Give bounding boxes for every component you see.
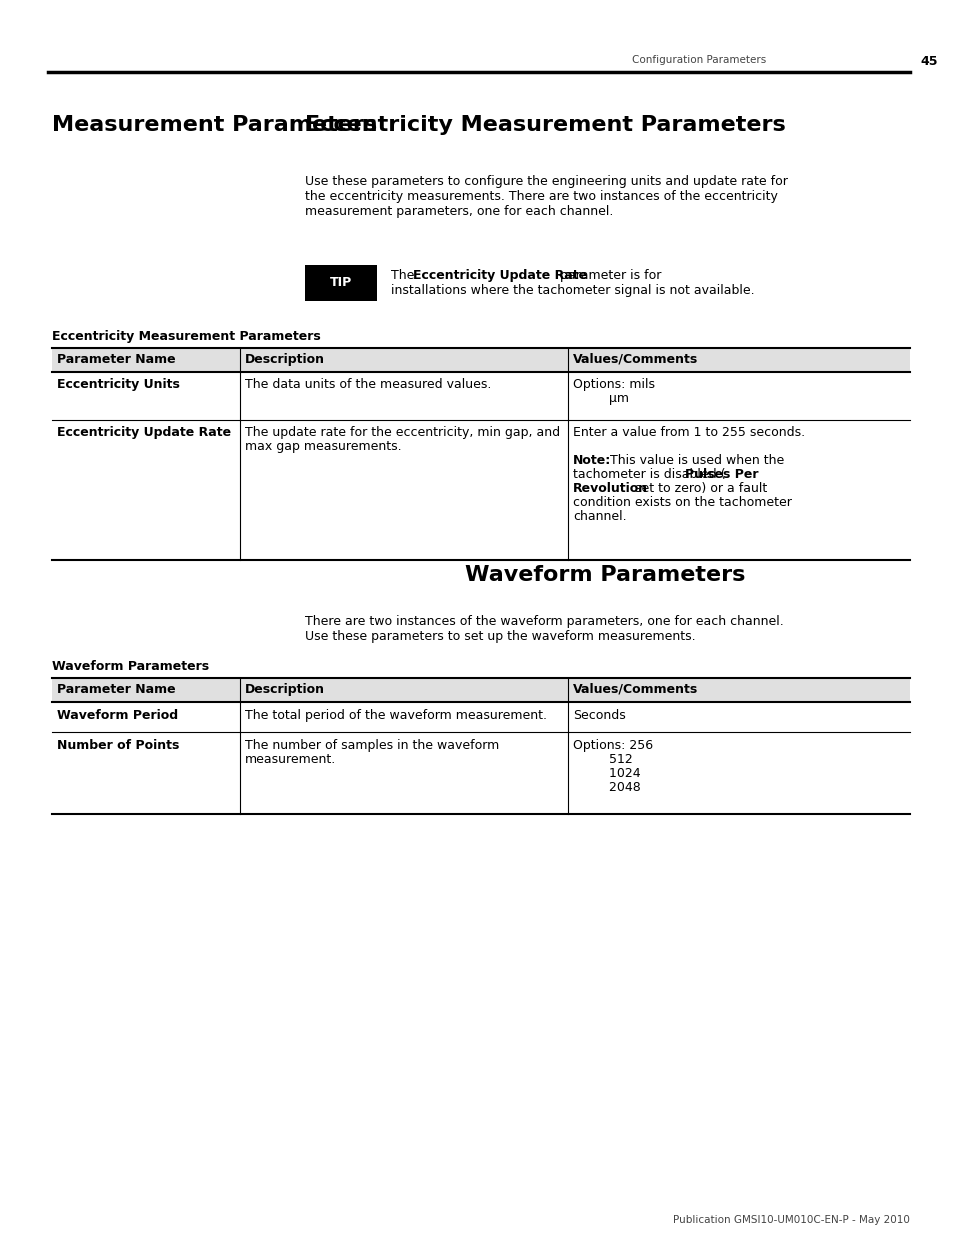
- Bar: [52, 348, 909, 372]
- Text: Publication GMSI10-UM010C-EN-P - May 2010: Publication GMSI10-UM010C-EN-P - May 201…: [673, 1215, 909, 1225]
- Text: The number of samples in the waveform: The number of samples in the waveform: [245, 739, 498, 752]
- Text: Pulses Per: Pulses Per: [684, 468, 758, 480]
- Text: The total period of the waveform measurement.: The total period of the waveform measure…: [245, 709, 546, 722]
- Text: Use these parameters to set up the waveform measurements.: Use these parameters to set up the wavef…: [305, 630, 695, 643]
- Text: installations where the tachometer signal is not available.: installations where the tachometer signa…: [391, 284, 754, 296]
- Text: TIP: TIP: [330, 277, 352, 289]
- Text: set to zero) or a fault: set to zero) or a fault: [630, 482, 766, 495]
- Text: Eccentricity Update Rate: Eccentricity Update Rate: [57, 426, 231, 438]
- Text: There are two instances of the waveform parameters, one for each channel.: There are two instances of the waveform …: [305, 615, 783, 629]
- Bar: [305, 266, 376, 301]
- Text: Eccentricity Units: Eccentricity Units: [57, 378, 180, 391]
- Text: μm: μm: [573, 391, 628, 405]
- Text: Waveform Parameters: Waveform Parameters: [52, 659, 209, 673]
- Text: Parameter Name: Parameter Name: [57, 683, 175, 697]
- Text: Values/Comments: Values/Comments: [573, 683, 698, 697]
- Text: Parameter Name: Parameter Name: [57, 353, 175, 366]
- Text: Eccentricity Measurement Parameters: Eccentricity Measurement Parameters: [52, 330, 320, 343]
- Text: tachometer is disabled (: tachometer is disabled (: [573, 468, 724, 480]
- Text: Options: mils: Options: mils: [573, 378, 655, 391]
- Text: Waveform Period: Waveform Period: [57, 709, 178, 722]
- Text: Number of Points: Number of Points: [57, 739, 179, 752]
- Text: Eccentricity Update Rate: Eccentricity Update Rate: [413, 269, 586, 282]
- Text: max gap measurements.: max gap measurements.: [245, 440, 401, 453]
- Text: condition exists on the tachometer: condition exists on the tachometer: [573, 496, 791, 509]
- Text: Revolution: Revolution: [573, 482, 647, 495]
- Text: Measurement Parameters: Measurement Parameters: [52, 115, 376, 135]
- Text: The data units of the measured values.: The data units of the measured values.: [245, 378, 491, 391]
- Text: The: The: [391, 269, 418, 282]
- Text: Description: Description: [245, 353, 325, 366]
- Text: 512: 512: [573, 753, 632, 766]
- Text: parameter is for: parameter is for: [556, 269, 660, 282]
- Text: channel.: channel.: [573, 510, 626, 522]
- Text: 2048: 2048: [573, 781, 640, 794]
- Bar: [52, 678, 909, 701]
- Text: measurement parameters, one for each channel.: measurement parameters, one for each cha…: [305, 205, 613, 219]
- Text: measurement.: measurement.: [245, 753, 335, 766]
- Text: Seconds: Seconds: [573, 709, 625, 722]
- Text: Use these parameters to configure the engineering units and update rate for: Use these parameters to configure the en…: [305, 175, 787, 188]
- Text: 1024: 1024: [573, 767, 640, 781]
- Text: The update rate for the eccentricity, min gap, and: The update rate for the eccentricity, mi…: [245, 426, 559, 438]
- Text: Enter a value from 1 to 255 seconds.: Enter a value from 1 to 255 seconds.: [573, 426, 804, 438]
- Text: This value is used when the: This value is used when the: [605, 454, 783, 467]
- Text: Note:: Note:: [573, 454, 611, 467]
- Text: Options: 256: Options: 256: [573, 739, 653, 752]
- Text: Waveform Parameters: Waveform Parameters: [464, 564, 744, 585]
- Text: Eccentricity Measurement Parameters: Eccentricity Measurement Parameters: [305, 115, 785, 135]
- Text: Values/Comments: Values/Comments: [573, 353, 698, 366]
- Text: Description: Description: [245, 683, 325, 697]
- Text: the eccentricity measurements. There are two instances of the eccentricity: the eccentricity measurements. There are…: [305, 190, 777, 203]
- Text: 45: 45: [919, 56, 937, 68]
- Text: Configuration Parameters: Configuration Parameters: [631, 56, 765, 65]
